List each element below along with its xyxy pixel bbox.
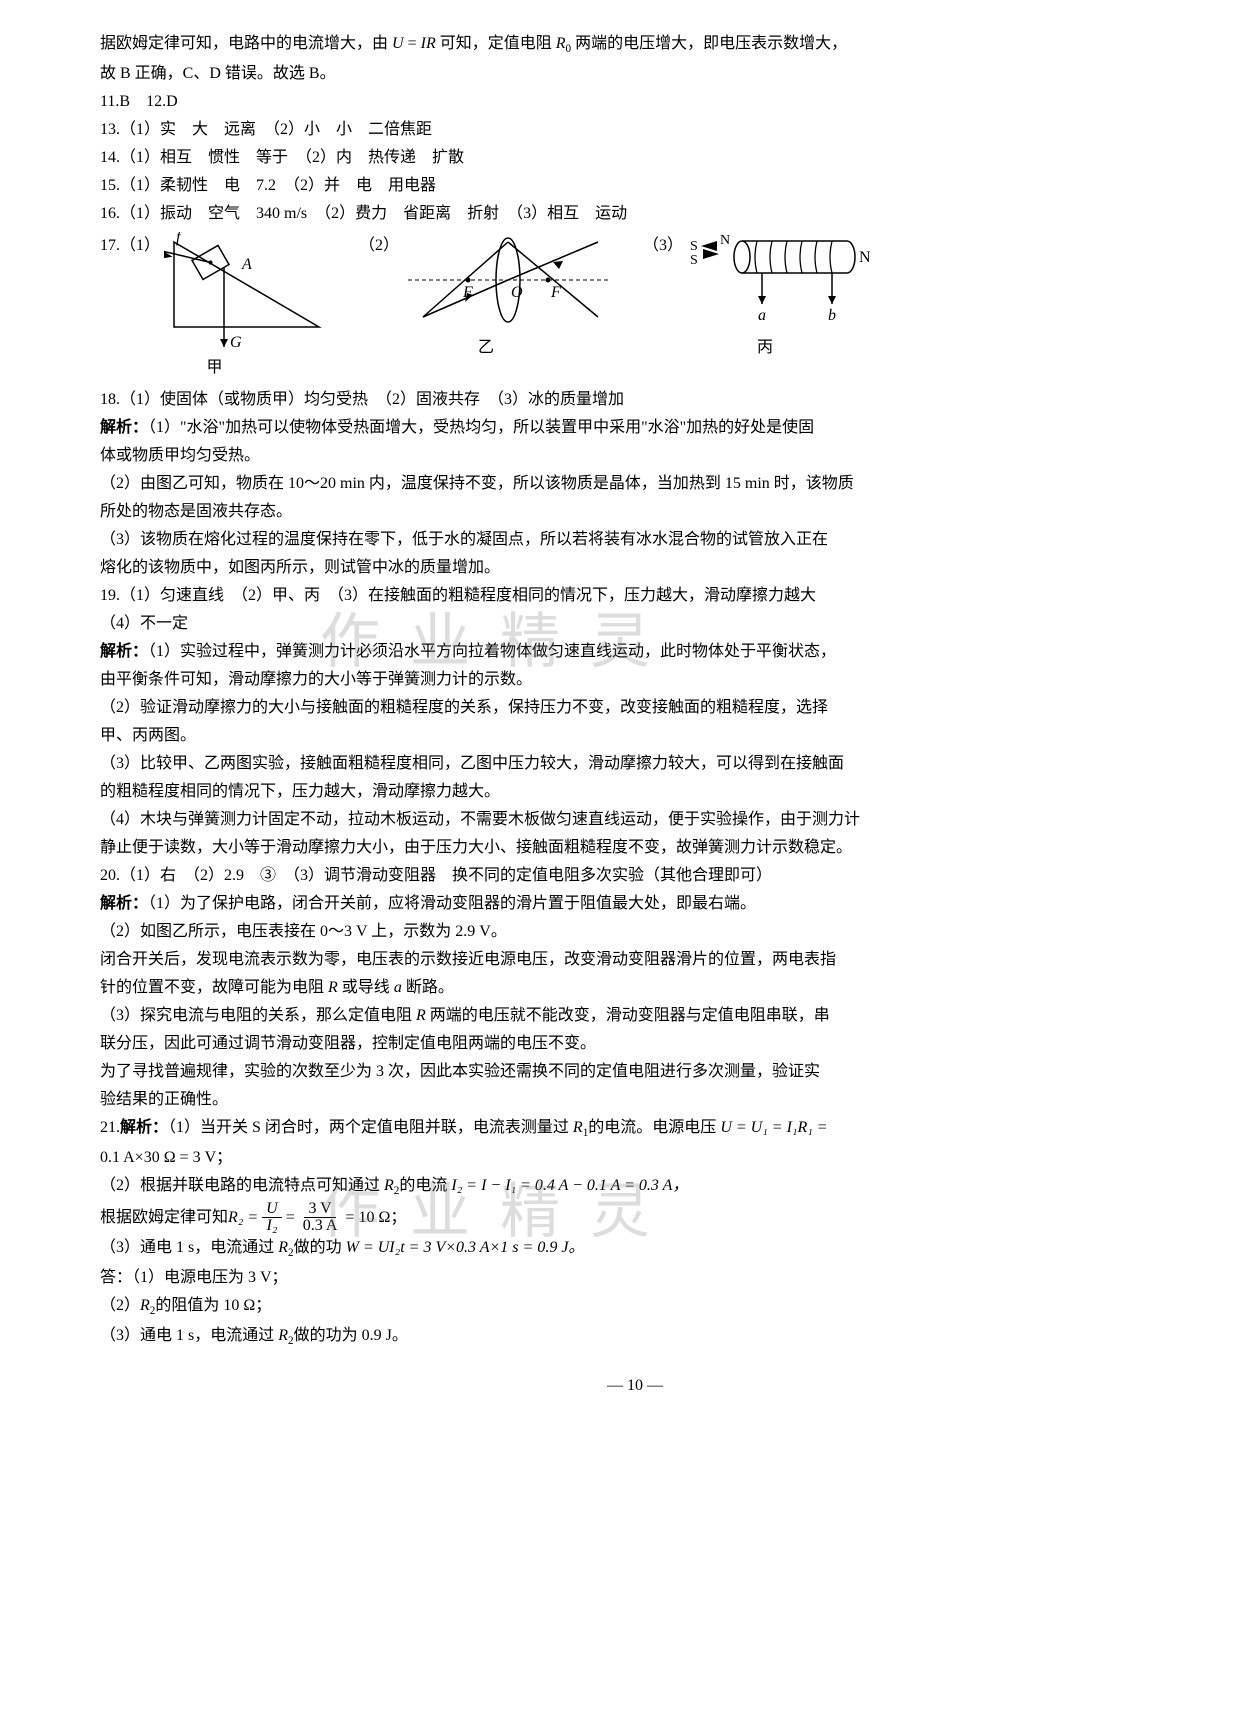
text-line: 由平衡条件可知，滑动摩擦力的大小等于弹簧测力计的示数。	[100, 666, 1170, 694]
page-number: — 10 —	[100, 1372, 1170, 1400]
text-line: 验结果的正确性。	[100, 1086, 1170, 1114]
svg-text:f: f	[176, 232, 183, 246]
answer-13: 13.（1）实 大 远离 （2）小 小 二倍焦距	[100, 116, 1170, 144]
text-line: 针的位置不变，故障可能为电阻 R 或导线 a 断路。	[100, 974, 1170, 1002]
text-line: 甲、丙两图。	[100, 722, 1170, 750]
svg-text:a: a	[758, 307, 766, 324]
diagram-caption-1: 甲	[100, 354, 329, 382]
text-line: （2）R2的阻值为 10 Ω；	[100, 1292, 1170, 1322]
formula-U: U	[392, 35, 404, 52]
diagram-17-2: （2） F O F 乙	[359, 232, 613, 382]
text-line: （2）如图乙所示，电压表接在 0～3 V 上，示数为 2.9 V。	[100, 918, 1170, 946]
text-line: 的粗糙程度相同的情况下，压力越大，滑动摩擦力越大。	[100, 778, 1170, 806]
answer-21: 21.解析：（1）当开关 S 闭合时，两个定值电阻并联，电流表测量过 R1的电流…	[100, 1114, 1170, 1144]
text-line: 故 B 正确，C、D 错误。故选 B。	[100, 60, 1170, 88]
text-line: 答：（1）电源电压为 3 V；	[100, 1264, 1170, 1292]
diagram-17-1: 17.（1） f A G 甲	[100, 232, 329, 382]
analysis-label: 解析：	[100, 419, 148, 436]
answer-14: 14.（1）相互 惯性 等于 （2）内 热传递 扩散	[100, 144, 1170, 172]
text-line: （2）由图乙可知，物质在 10～20 min 内，温度保持不变，所以该物质是晶体…	[100, 470, 1170, 498]
text-line: 据欧姆定律可知，电路中的电流增大，由 U = IR 可知，定值电阻 R0 两端的…	[100, 30, 1170, 60]
text-line: 根据欧姆定律可知 R₂ = U I₂ = 3 V 0.3 A = 10 Ω；	[100, 1201, 1170, 1234]
text-line: 0.1 A×30 Ω = 3 V；	[100, 1144, 1170, 1172]
text-line: 闭合开关后，发现电流表示数为零，电压表的示数接近电源电压，改变滑动变阻器滑片的位…	[100, 946, 1170, 974]
lens-diagram-svg: F O F	[403, 232, 613, 332]
text-line: （2）根据并联电路的电流特点可知通过 R2的电流 I₂ = I − I₁ = 0…	[100, 1172, 1170, 1202]
answer-18: 18.（1）使固体（或物质甲）均匀受热 （2）固液共存 （3）冰的质量增加	[100, 386, 1170, 414]
text-line: （3）探究电流与电阻的关系，那么定值电阻 R 两端的电压就不能改变，滑动变阻器与…	[100, 1002, 1170, 1030]
text-line: 熔化的该物质中，如图丙所示，则试管中冰的质量增加。	[100, 554, 1170, 582]
diagram-row: 17.（1） f A G 甲 （2）	[100, 232, 1170, 382]
answer-19: 19.（1）匀速直线 （2）甲、丙 （3）在接触面的粗糙程度相同的情况下，压力越…	[100, 582, 1170, 610]
text-line: （4）木块与弹簧测力计固定不动，拉动木板运动，不需要木板做匀速直线运动，便于实验…	[100, 806, 1170, 834]
solenoid-diagram-svg: S N S N a b	[687, 232, 887, 332]
analysis-label: 解析：	[120, 1119, 168, 1136]
text-line: （3）通电 1 s，电流通过 R2做的功为 0.9 J。	[100, 1322, 1170, 1352]
svg-text:A: A	[241, 256, 252, 273]
svg-text:F: F	[550, 284, 561, 301]
text-line: （2）验证滑动摩擦力的大小与接触面的粗糙程度的关系，保持压力不变，改变接触面的粗…	[100, 694, 1170, 722]
answer-15: 15.（1）柔韧性 电 7.2 （2）并 电 用电器	[100, 172, 1170, 200]
analysis-19: 解析：（1）实验过程中，弹簧测力计必须沿水平方向拉着物体做匀速直线运动，此时物体…	[100, 638, 1170, 666]
svg-text:O: O	[511, 284, 523, 301]
text-line: （3）比较甲、乙两图实验，接触面粗糙程度相同，乙图中压力较大，滑动摩擦力较大，可…	[100, 750, 1170, 778]
analysis-label: 解析：	[100, 643, 148, 660]
svg-text:F: F	[462, 284, 473, 301]
text-line: 所处的物态是固液共存态。	[100, 498, 1170, 526]
svg-text:b: b	[828, 307, 836, 324]
page-content: 作业精灵 作业精灵 据欧姆定律可知，电路中的电流增大，由 U = IR 可知，定…	[100, 30, 1170, 1400]
text-line: （4）不一定	[100, 610, 1170, 638]
svg-text:N: N	[720, 233, 730, 248]
text-line: 为了寻找普遍规律，实验的次数至少为 3 次，因此本实验还需换不同的定值电阻进行多…	[100, 1058, 1170, 1086]
text-line: （3）通电 1 s，电流通过 R2做的功 W = UI₂t = 3 V×0.3 …	[100, 1234, 1170, 1264]
text-line: 体或物质甲均匀受热。	[100, 442, 1170, 470]
svg-text:G: G	[230, 334, 242, 351]
diagram-caption-3: 丙	[643, 334, 887, 362]
answer-16: 16.（1）振动 空气 340 m/s （2）费力 省距离 折射 （3）相互 运…	[100, 200, 1170, 228]
answer-11-12: 11.B 12.D	[100, 88, 1170, 116]
diagram-caption-2: 乙	[359, 334, 613, 362]
incline-diagram-svg: f A G	[164, 232, 329, 352]
svg-text:S: S	[690, 239, 698, 254]
svg-text:N: N	[859, 249, 871, 266]
text-line: （3）该物质在熔化过程的温度保持在零下，低于水的凝固点，所以若将装有冰水混合物的…	[100, 526, 1170, 554]
analysis-label: 解析：	[100, 895, 148, 912]
analysis-20: 解析：（1）为了保护电路，闭合开关前，应将滑动变阻器的滑片置于阻值最大处，即最右…	[100, 890, 1170, 918]
text-line: 静止便于读数，大小等于滑动摩擦力大小，由于压力大小、接触面粗糙程度不变，故弹簧测…	[100, 834, 1170, 862]
text-line: 联分压，因此可通过调节滑动变阻器，控制定值电阻两端的电压不变。	[100, 1030, 1170, 1058]
svg-text:S: S	[690, 253, 698, 268]
diagram-17-3: （3） S N S N a b 丙	[643, 232, 887, 382]
answer-20: 20.（1）右 （2）2.9 ③ （3）调节滑动变阻器 换不同的定值电阻多次实验…	[100, 862, 1170, 890]
analysis-18: 解析：（1）"水浴"加热可以使物体受热面增大，受热均匀，所以装置甲中采用"水浴"…	[100, 414, 1170, 442]
